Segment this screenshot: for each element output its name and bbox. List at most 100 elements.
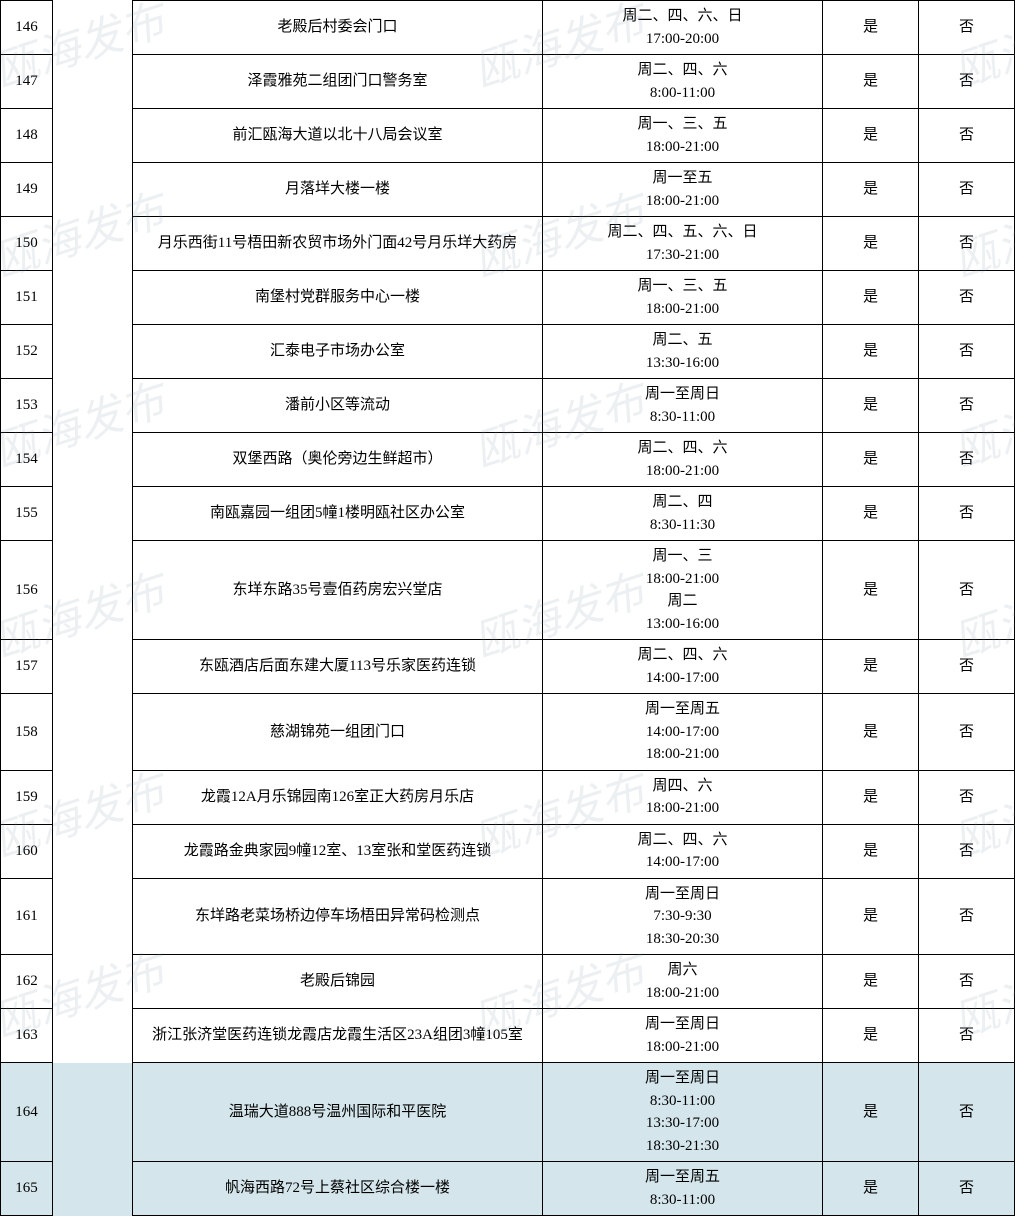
row-index: 165 [1, 1162, 53, 1216]
time-cell: 周二、四8:30-11:30 [543, 487, 823, 541]
blank-cell [53, 640, 133, 694]
location-cell: 东垟东路35号壹佰药房宏兴堂店 [133, 541, 543, 640]
yes-cell: 是 [823, 694, 919, 771]
time-cell: 周一至五18:00-21:00 [543, 163, 823, 217]
time-cell: 周一至周日8:30-11:0013:30-17:0018:30-21:30 [543, 1063, 823, 1162]
time-cell: 周一、三、五18:00-21:00 [543, 271, 823, 325]
yes-cell: 是 [823, 1, 919, 55]
row-index: 148 [1, 109, 53, 163]
table-row: 165帆海西路72号上蔡社区综合楼一楼周一至周五8:30-11:00是否 [1, 1162, 1015, 1216]
blank-cell [53, 824, 133, 878]
table-row: 156 东垟东路35号壹佰药房宏兴堂店周一、三18:00-21:00周二13:00… [1, 541, 1015, 640]
location-cell: 前汇瓯海大道以北十八局会议室 [133, 109, 543, 163]
table-row: 151南堡村党群服务中心一楼周一、三、五18:00-21:00是否 [1, 271, 1015, 325]
row-index: 154 [1, 433, 53, 487]
row-index: 157 [1, 640, 53, 694]
location-cell: 泽霞雅苑二组团门口警务室 [133, 55, 543, 109]
location-cell: 老殿后村委会门口 [133, 1, 543, 55]
blank-cell [53, 955, 133, 1009]
location-cell: 龙霞路金典家园9幢12室、13室张和堂医药连锁 [133, 824, 543, 878]
location-cell: 浙江张济堂医药连锁龙霞店龙霞生活区23A组团3幢105室 [133, 1009, 543, 1063]
row-index: 155 [1, 487, 53, 541]
no-cell: 否 [919, 1009, 1015, 1063]
table-row: 160龙霞路金典家园9幢12室、13室张和堂医药连锁周二、四、六14:00-17… [1, 824, 1015, 878]
no-cell: 否 [919, 55, 1015, 109]
blank-cell [53, 271, 133, 325]
yes-cell: 是 [823, 325, 919, 379]
no-cell: 否 [919, 271, 1015, 325]
time-cell: 周一、三、五18:00-21:00 [543, 109, 823, 163]
time-cell: 周二、四、六14:00-17:00 [543, 824, 823, 878]
row-index: 159 [1, 770, 53, 824]
location-cell: 老殿后锦园 [133, 955, 543, 1009]
row-index: 164 [1, 1063, 53, 1162]
yes-cell: 是 [823, 770, 919, 824]
location-cell: 汇泰电子市场办公室 [133, 325, 543, 379]
time-cell: 周六18:00-21:00 [543, 955, 823, 1009]
yes-cell: 是 [823, 433, 919, 487]
location-cell: 东垟路老菜场桥边停车场梧田异常码检测点 [133, 878, 543, 955]
table-row: 161东垟路老菜场桥边停车场梧田异常码检测点周一至周日7:30-9:3018:3… [1, 878, 1015, 955]
location-cell: 东瓯酒店后面东建大厦113号乐家医药连锁 [133, 640, 543, 694]
no-cell: 否 [919, 694, 1015, 771]
no-cell: 否 [919, 1, 1015, 55]
no-cell: 否 [919, 878, 1015, 955]
no-cell: 否 [919, 770, 1015, 824]
table-row: 158慈湖锦苑一组团门口周一至周五14:00-17:0018:00-21:00是… [1, 694, 1015, 771]
no-cell: 否 [919, 487, 1015, 541]
time-cell: 周二、四、五、六、日17:30-21:00 [543, 217, 823, 271]
location-cell: 南堡村党群服务中心一楼 [133, 271, 543, 325]
no-cell: 否 [919, 109, 1015, 163]
yes-cell: 是 [823, 163, 919, 217]
table-row: 152汇泰电子市场办公室周二、五13:30-16:00是否 [1, 325, 1015, 379]
blank-cell [53, 487, 133, 541]
table-row: 147 泽霞雅苑二组团门口警务室周二、四、六8:00-11:00是否 [1, 55, 1015, 109]
row-index: 158 [1, 694, 53, 771]
no-cell: 否 [919, 1063, 1015, 1162]
row-index: 156 [1, 541, 53, 640]
row-index: 153 [1, 379, 53, 433]
no-cell: 否 [919, 163, 1015, 217]
no-cell: 否 [919, 433, 1015, 487]
location-cell: 慈湖锦苑一组团门口 [133, 694, 543, 771]
schedule-table: 146老殿后村委会门口周二、四、六、日17:00-20:00是否147泽霞雅苑二… [0, 0, 1015, 1216]
no-cell: 否 [919, 217, 1015, 271]
row-index: 161 [1, 878, 53, 955]
blank-cell [53, 325, 133, 379]
blank-cell [53, 109, 133, 163]
yes-cell: 是 [823, 1162, 919, 1216]
yes-cell: 是 [823, 878, 919, 955]
time-cell: 周一至周日18:00-21:00 [543, 1009, 823, 1063]
row-index: 162 [1, 955, 53, 1009]
yes-cell: 是 [823, 955, 919, 1009]
time-cell: 周一至周五8:30-11:00 [543, 1162, 823, 1216]
table-row: 159 龙霞12A月乐锦园南126室正大药房月乐店周四、六18:00-21:00是… [1, 770, 1015, 824]
blank-cell [53, 1162, 133, 1216]
table-row: 164温瑞大道888号温州国际和平医院周一至周日8:30-11:0013:30-… [1, 1063, 1015, 1162]
row-index: 146 [1, 1, 53, 55]
table-row: 163浙江张济堂医药连锁龙霞店龙霞生活区23A组团3幢105室周一至周日18:0… [1, 1009, 1015, 1063]
yes-cell: 是 [823, 379, 919, 433]
time-cell: 周四、六18:00-21:00 [543, 770, 823, 824]
blank-cell [53, 217, 133, 271]
row-index: 147 [1, 55, 53, 109]
yes-cell: 是 [823, 541, 919, 640]
table-row: 149月落垟大楼一楼周一至五18:00-21:00是否 [1, 163, 1015, 217]
time-cell: 周二、五13:30-16:00 [543, 325, 823, 379]
location-cell: 月落垟大楼一楼 [133, 163, 543, 217]
time-cell: 周二、四、六、日17:00-20:00 [543, 1, 823, 55]
blank-cell [53, 541, 133, 640]
location-cell: 潘前小区等流动 [133, 379, 543, 433]
location-cell: 龙霞12A月乐锦园南126室正大药房月乐店 [133, 770, 543, 824]
table-row: 150月乐西街11号梧田新农贸市场外门面42号月乐垟大药房周二、四、五、六、日1… [1, 217, 1015, 271]
location-cell: 南瓯嘉园一组团5幢1楼明瓯社区办公室 [133, 487, 543, 541]
time-cell: 周一、三18:00-21:00周二13:00-16:00 [543, 541, 823, 640]
yes-cell: 是 [823, 271, 919, 325]
yes-cell: 是 [823, 55, 919, 109]
row-index: 150 [1, 217, 53, 271]
blank-cell [53, 770, 133, 824]
table-row: 153潘前小区等流动周一至周日8:30-11:00是否 [1, 379, 1015, 433]
table-row: 146 老殿后村委会门口周二、四、六、日17:00-20:00是否 [1, 1, 1015, 55]
blank-cell [53, 1063, 133, 1162]
time-cell: 周二、四、六8:00-11:00 [543, 55, 823, 109]
